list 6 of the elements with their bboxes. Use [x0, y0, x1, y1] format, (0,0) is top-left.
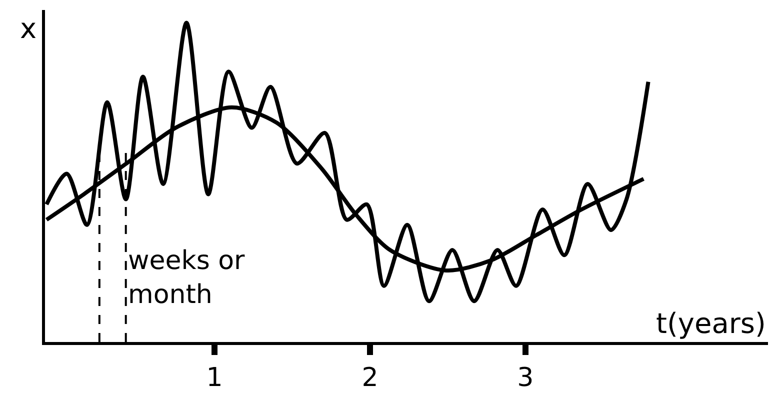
x-tick-label: 1 — [206, 363, 223, 394]
annotation: weeks or month — [128, 246, 246, 310]
x-axis-title: t(years) — [656, 307, 766, 340]
x-tick-label: 3 — [517, 363, 534, 394]
y-axis-title: x — [20, 12, 37, 45]
x-tick-label: 2 — [362, 363, 378, 394]
